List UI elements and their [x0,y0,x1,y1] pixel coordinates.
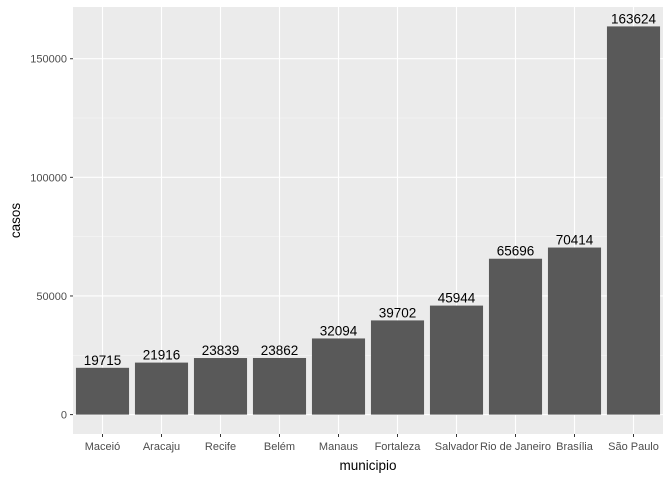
bar [134,362,189,415]
bar [370,320,425,415]
y-tick-label: 100000 [30,172,67,184]
bar-data-label: 45944 [438,291,476,306]
bar-data-label: 39702 [379,305,417,320]
bars [75,26,661,415]
x-tick-label: Rio de Janeiro [480,441,551,453]
x-axis-title: municipio [339,458,396,473]
bar [252,357,307,415]
bar-data-label: 19715 [84,353,122,368]
bar [547,247,602,415]
x-tick-label: Brasília [556,441,594,453]
x-tick-label: Manaus [319,441,359,453]
bar-data-label: 23839 [202,343,240,358]
bar-data-label: 70414 [556,233,594,248]
bar [193,358,248,415]
bar-data-label: 163624 [611,11,657,26]
x-axis: Maceió Aracaju Recife Belém Manaus Fortaleza S… [85,434,659,453]
bar [75,367,130,415]
bar-data-label: 21916 [143,348,181,363]
bar [429,305,484,415]
x-tick-label: Aracaju [143,441,180,453]
y-axis: 0 50000 100000 150000 [30,54,73,422]
data-labels: 19715 21916 23839 23862 32094 39702 45944 65696… [84,11,657,367]
x-tick-label: Recife [205,441,236,453]
bar [488,258,543,415]
y-tick-label: 50000 [36,291,67,303]
x-tick-label: Fortaleza [375,441,422,453]
y-tick-label: 150000 [30,54,67,66]
x-tick-label: Maceió [85,441,120,453]
y-axis-title: casos [8,203,23,239]
x-tick-label: Belém [264,441,295,453]
bar [606,26,661,415]
x-tick-label: São Paulo [608,441,659,453]
y-tick-label: 0 [61,410,67,422]
bar-data-label: 65696 [497,244,535,259]
x-tick-label: Salvador [435,441,479,453]
bar-data-label: 23862 [261,343,299,358]
bar [311,338,366,415]
bar-data-label: 32094 [320,323,358,338]
